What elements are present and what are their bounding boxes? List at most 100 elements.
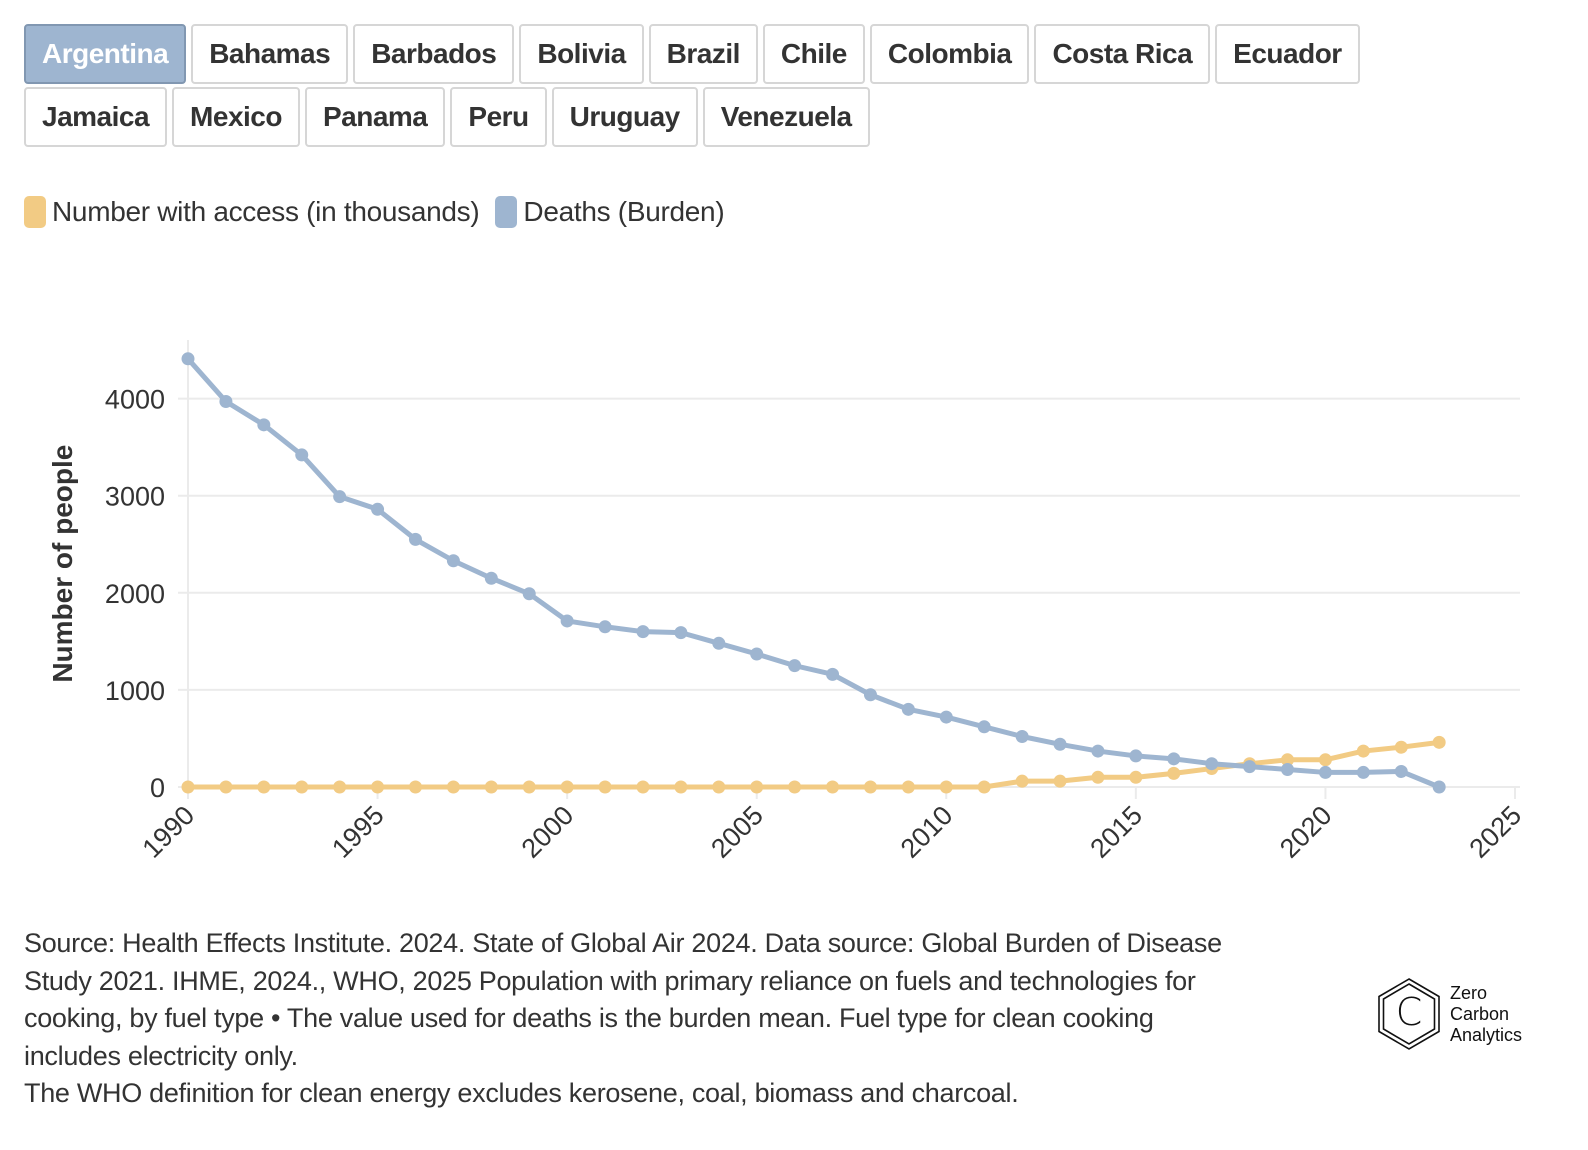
data-point-deaths-1995[interactable] [371,502,385,516]
tab-uruguay[interactable]: Uruguay [551,87,698,147]
data-point-access-1992[interactable] [257,780,271,794]
legend-item-deaths[interactable]: Deaths (Burden) [495,196,725,228]
data-point-deaths-2022[interactable] [1394,764,1408,778]
hexagon-c-icon: C [1378,978,1440,1050]
data-point-deaths-2009[interactable] [901,702,915,716]
data-point-deaths-1991[interactable] [219,395,233,409]
data-point-deaths-2007[interactable] [826,667,840,681]
data-point-deaths-2021[interactable] [1356,765,1370,779]
data-point-deaths-2018[interactable] [1243,760,1257,774]
data-point-deaths-2010[interactable] [939,710,953,724]
data-point-access-2020[interactable] [1318,753,1332,767]
tab-panama[interactable]: Panama [304,87,446,147]
data-point-deaths-2020[interactable] [1318,765,1332,779]
data-point-deaths-2000[interactable] [560,614,574,628]
legend-swatch-deaths [495,196,518,228]
data-point-access-1998[interactable] [484,780,498,794]
tab-costa-rica[interactable]: Costa Rica [1034,24,1211,84]
data-point-access-2009[interactable] [901,780,915,794]
country-tabs-row-2: Jamaica Mexico Panama Peru Uruguay Venezuela [24,87,1424,147]
logo-text-line-2: Carbon [1450,1003,1510,1024]
data-point-access-2010[interactable] [939,780,953,794]
source-line-2: Study 2021. IHME, 2024., WHO, 2025 Popul… [24,965,1196,996]
data-point-access-2004[interactable] [712,780,726,794]
data-point-deaths-1993[interactable] [295,448,309,462]
data-point-access-2007[interactable] [826,780,840,794]
data-point-access-2000[interactable] [560,780,574,794]
tab-bolivia[interactable]: Bolivia [519,24,644,84]
data-point-access-1999[interactable] [522,780,536,794]
legend-label-deaths: Deaths (Burden) [523,196,725,227]
data-point-access-2015[interactable] [1129,770,1143,784]
definition-note: The WHO definition for clean energy excl… [24,1078,1019,1108]
data-point-deaths-1999[interactable] [522,587,536,601]
data-point-deaths-1990[interactable] [181,352,195,366]
tab-venezuela[interactable]: Venezuela [702,87,870,147]
data-point-access-2012[interactable] [1015,774,1029,788]
data-point-access-2011[interactable] [977,780,991,794]
y-tick-label: 4000 [105,385,165,415]
data-point-access-1990[interactable] [181,780,195,794]
data-point-deaths-2011[interactable] [977,720,991,734]
data-point-deaths-2008[interactable] [863,688,877,702]
legend-item-access[interactable]: Number with access (in thousands) [24,196,480,228]
tab-barbados[interactable]: Barbados [353,24,515,84]
data-point-deaths-2003[interactable] [674,626,688,640]
data-point-access-2005[interactable] [750,780,764,794]
data-point-access-1993[interactable] [295,780,309,794]
tab-peru[interactable]: Peru [450,87,547,147]
data-point-deaths-2012[interactable] [1015,730,1029,744]
tab-mexico[interactable]: Mexico [172,87,300,147]
data-point-deaths-2002[interactable] [636,625,650,639]
data-point-access-1991[interactable] [219,780,233,794]
data-point-deaths-2004[interactable] [712,636,726,650]
x-tick-label: 2015 [1084,800,1148,864]
logo-text-line-1: Zero [1450,982,1488,1003]
data-point-deaths-1994[interactable] [333,490,347,504]
data-point-access-2002[interactable] [636,780,650,794]
tab-colombia[interactable]: Colombia [869,24,1030,84]
data-point-access-1994[interactable] [333,780,347,794]
data-point-access-2001[interactable] [598,780,612,794]
data-point-deaths-2023[interactable] [1432,780,1446,794]
data-point-access-2022[interactable] [1394,740,1408,754]
data-point-deaths-2005[interactable] [750,647,764,661]
tab-bahamas[interactable]: Bahamas [191,24,349,84]
data-point-deaths-2016[interactable] [1167,752,1181,766]
data-point-access-1997[interactable] [446,780,460,794]
data-point-access-1995[interactable] [371,780,385,794]
data-point-deaths-1997[interactable] [446,554,460,568]
data-point-deaths-2006[interactable] [788,659,802,673]
tab-argentina[interactable]: Argentina [24,24,187,84]
data-point-deaths-2001[interactable] [598,620,612,634]
y-tick-label: 3000 [105,482,165,512]
data-point-access-2016[interactable] [1167,766,1181,780]
data-point-deaths-1996[interactable] [408,532,422,546]
data-point-deaths-1998[interactable] [484,571,498,585]
logo-text: Zero Carbon Analytics [1450,983,1522,1046]
data-point-deaths-2014[interactable] [1091,744,1105,758]
data-point-access-2014[interactable] [1091,770,1105,784]
data-point-deaths-1992[interactable] [257,418,271,432]
y-tick-label: 0 [150,773,165,803]
country-tabs-row-1: Argentina Bahamas Barbados Bolivia Brazil Chi… [24,24,1424,84]
data-point-deaths-2013[interactable] [1053,737,1067,751]
data-point-deaths-2017[interactable] [1205,757,1219,771]
tab-jamaica[interactable]: Jamaica [24,87,168,147]
source-line-1: Source: Health Effects Institute. 2024. … [24,928,1222,958]
tab-brazil[interactable]: Brazil [648,24,758,84]
tab-chile[interactable]: Chile [762,24,865,84]
data-point-access-2003[interactable] [674,780,688,794]
data-point-access-2021[interactable] [1356,744,1370,758]
data-point-deaths-2015[interactable] [1129,749,1143,763]
country-tabs: Argentina Bahamas Barbados Bolivia Brazil Chi… [24,24,1424,150]
data-point-access-2019[interactable] [1281,753,1295,767]
data-point-deaths-2019[interactable] [1281,763,1295,777]
tab-ecuador[interactable]: Ecuador [1215,24,1360,84]
data-point-access-2023[interactable] [1432,735,1446,749]
data-point-access-1996[interactable] [408,780,422,794]
data-point-access-2013[interactable] [1053,774,1067,788]
data-point-access-2008[interactable] [863,780,877,794]
data-point-access-2006[interactable] [788,780,802,794]
x-tick-label: 1995 [326,800,390,864]
